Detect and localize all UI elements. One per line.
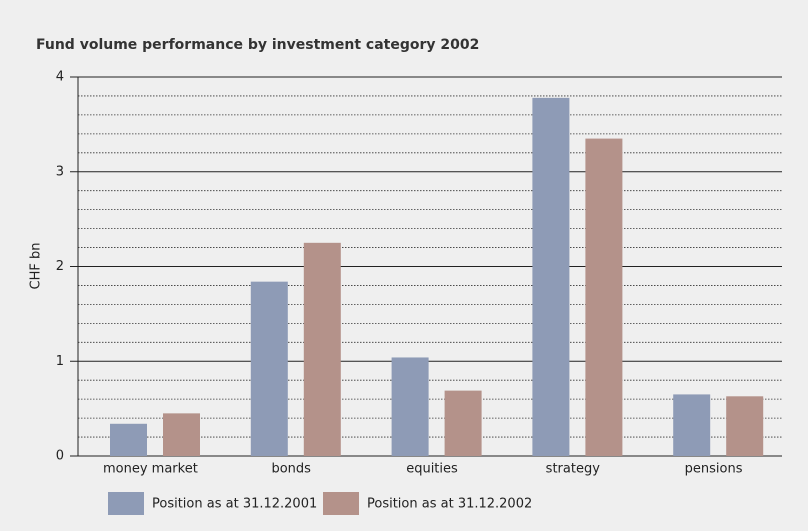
bar xyxy=(303,242,341,456)
x-tick-label: pensions xyxy=(685,462,743,477)
y-tick-label: 0 xyxy=(56,449,64,464)
bar xyxy=(444,390,482,456)
y-tick-label: 1 xyxy=(56,354,64,369)
bar xyxy=(673,394,711,456)
y-tick-label: 3 xyxy=(56,164,64,179)
x-tick-label: equities xyxy=(406,462,458,477)
bar xyxy=(110,423,147,456)
bar xyxy=(532,97,570,456)
y-tick-label: 4 xyxy=(56,70,64,85)
x-tick-label: bonds xyxy=(271,462,311,477)
x-tick-label: strategy xyxy=(546,462,601,477)
legend-label: Position as at 31.12.2002 xyxy=(367,497,532,512)
chart-title: Fund volume performance by investment ca… xyxy=(36,37,479,53)
y-tick-label: 2 xyxy=(56,259,64,274)
bar xyxy=(163,413,200,456)
x-tick-label: money market xyxy=(103,462,198,477)
y-axis-label: CHF bn xyxy=(29,243,44,290)
legend-swatch xyxy=(108,492,144,515)
bar xyxy=(391,357,429,456)
legend-label: Position as at 31.12.2001 xyxy=(152,497,317,512)
bar xyxy=(250,281,288,456)
bar xyxy=(726,396,764,456)
legend-swatch xyxy=(323,492,359,515)
bar xyxy=(585,138,623,456)
